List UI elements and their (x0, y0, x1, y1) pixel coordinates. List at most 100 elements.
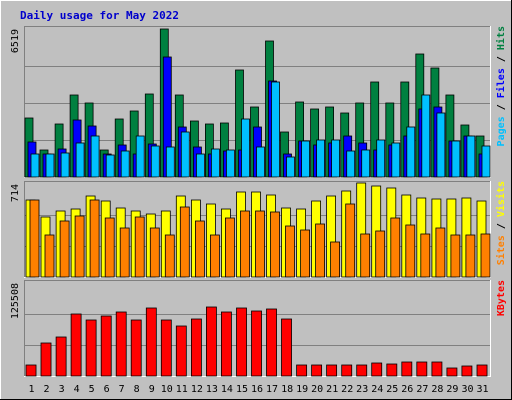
bar-pages-day-4 (75, 142, 85, 178)
side-legend-part: / (496, 50, 507, 68)
bar-sites-day-9 (149, 227, 160, 278)
x-tick-label-day-25: 25 (386, 384, 398, 395)
bar-kbytes-day-15 (236, 307, 247, 377)
bar-pages-day-27 (421, 94, 431, 178)
bar-sites-day-6 (104, 217, 115, 278)
side-legend-part: Pages (496, 116, 507, 146)
bar-pages-day-20 (316, 139, 326, 178)
bar-pages-day-23 (361, 149, 371, 178)
bar-sites-day-23 (360, 233, 371, 278)
bar-pages-day-13 (210, 148, 220, 178)
bar-pages-day-7 (120, 150, 130, 178)
x-tick-label-day-6: 6 (104, 384, 110, 395)
x-tick-label-day-3: 3 (59, 384, 65, 395)
x-tick-label-day-22: 22 (341, 384, 353, 395)
x-tick-label-day-13: 13 (206, 384, 218, 395)
x-tick-label-day-9: 9 (149, 384, 155, 395)
bar-sites-day-14 (224, 217, 235, 278)
bar-sites-day-2 (44, 234, 55, 278)
bar-kbytes-day-30 (461, 365, 473, 377)
bar-kbytes-day-16 (251, 310, 262, 377)
bar-kbytes-day-12 (190, 318, 202, 377)
x-tick-label-day-28: 28 (431, 384, 443, 395)
bar-kbytes-day-9 (145, 307, 157, 377)
bar-sites-day-31 (480, 233, 491, 278)
bar-sites-day-28 (435, 227, 446, 278)
bar-kbytes-day-17 (266, 308, 277, 377)
side-legend-part: Visits (495, 181, 507, 217)
x-tick-label-day-29: 29 (446, 384, 458, 395)
bar-kbytes-day-2 (40, 342, 52, 377)
bar-pages-day-21 (331, 139, 341, 178)
x-tick-label-day-20: 20 (311, 384, 323, 395)
panel-visits-sites: 714 Sites / Visits (10, 181, 507, 278)
bar-sites-day-17 (270, 211, 280, 278)
bar-kbytes-day-27 (416, 361, 428, 377)
bar-pages-day-12 (195, 153, 205, 178)
x-tick-label-day-14: 14 (221, 384, 233, 395)
bar-sites-day-25 (390, 217, 401, 278)
bar-sites-day-24 (375, 230, 386, 278)
bar-sites-day-21 (330, 241, 341, 278)
series-kbytes (25, 306, 488, 377)
bar-kbytes-day-19 (296, 364, 308, 377)
bar-sites-day-27 (420, 233, 431, 278)
bar-kbytes-day-8 (130, 319, 142, 377)
bar-sites-day-18 (285, 225, 295, 278)
bar-pages-day-5 (90, 135, 100, 178)
bar-sites-day-19 (300, 229, 311, 278)
bar-kbytes-day-28 (431, 361, 443, 377)
bar-kbytes-day-31 (476, 364, 488, 377)
side-legend-visits-sites: Sites / Visits (495, 181, 507, 265)
side-legend-part: KBytes (496, 280, 507, 316)
bar-pages-day-30 (466, 135, 476, 178)
bar-kbytes-day-6 (100, 315, 112, 377)
bar-pages-day-22 (346, 150, 356, 178)
x-tick-label-day-16: 16 (251, 384, 263, 395)
bar-kbytes-day-14 (220, 311, 232, 377)
bar-kbytes-day-20 (311, 364, 323, 377)
x-tick-label-day-4: 4 (74, 384, 80, 395)
bar-kbytes-day-29 (446, 367, 458, 377)
x-tick-label-day-12: 12 (191, 384, 203, 395)
y-axis-max-label: 125508 (10, 283, 21, 319)
bar-sites-day-3 (59, 220, 70, 278)
bar-pages-day-14 (225, 149, 235, 178)
bar-kbytes-day-7 (115, 311, 127, 377)
bar-pages-day-10 (165, 146, 175, 178)
bar-pages-day-31 (481, 145, 491, 178)
bar-kbytes-day-23 (356, 364, 368, 377)
bar-kbytes-day-10 (160, 319, 172, 377)
bar-sites-day-29 (450, 234, 461, 278)
bar-sites-day-1 (29, 199, 40, 278)
bar-sites-day-26 (405, 224, 416, 278)
bar-pages-day-25 (391, 142, 401, 178)
y-axis-max-label: 714 (10, 184, 21, 202)
x-tick-label-day-18: 18 (281, 384, 293, 395)
bar-pages-day-26 (406, 126, 416, 178)
series-pages (30, 81, 491, 178)
x-tick-label-day-1: 1 (28, 384, 34, 395)
x-tick-label-day-26: 26 (401, 384, 413, 395)
bar-sites-day-12 (194, 220, 205, 278)
x-tick-label-day-15: 15 (236, 384, 248, 395)
x-tick-label-day-19: 19 (296, 384, 308, 395)
bar-pages-day-3 (60, 152, 70, 178)
bar-kbytes-day-22 (341, 364, 353, 377)
bar-pages-day-28 (436, 112, 446, 178)
bar-pages-day-8 (135, 135, 145, 178)
bar-pages-day-24 (376, 139, 386, 178)
x-axis-labels: 1 2 3 4 5 6 7 8 9 10 11 12 13 14 15 16 17 18 19 20 21 22 23 24 2… (28, 384, 488, 395)
bar-pages-day-16 (256, 146, 265, 178)
bar-sites-day-11 (179, 206, 190, 278)
side-legend-kbytes: KBytes (496, 280, 507, 316)
x-tick-label-day-21: 21 (326, 384, 338, 395)
bar-sites-day-7 (119, 227, 130, 278)
bar-pages-day-19 (301, 140, 311, 178)
side-legend-hits-files-pages: Pages / Files / Hits (495, 26, 507, 146)
bar-sites-day-5 (89, 199, 100, 278)
bar-pages-day-11 (180, 131, 190, 178)
bar-pages-day-29 (451, 140, 461, 178)
bar-pages-day-18 (286, 156, 295, 178)
